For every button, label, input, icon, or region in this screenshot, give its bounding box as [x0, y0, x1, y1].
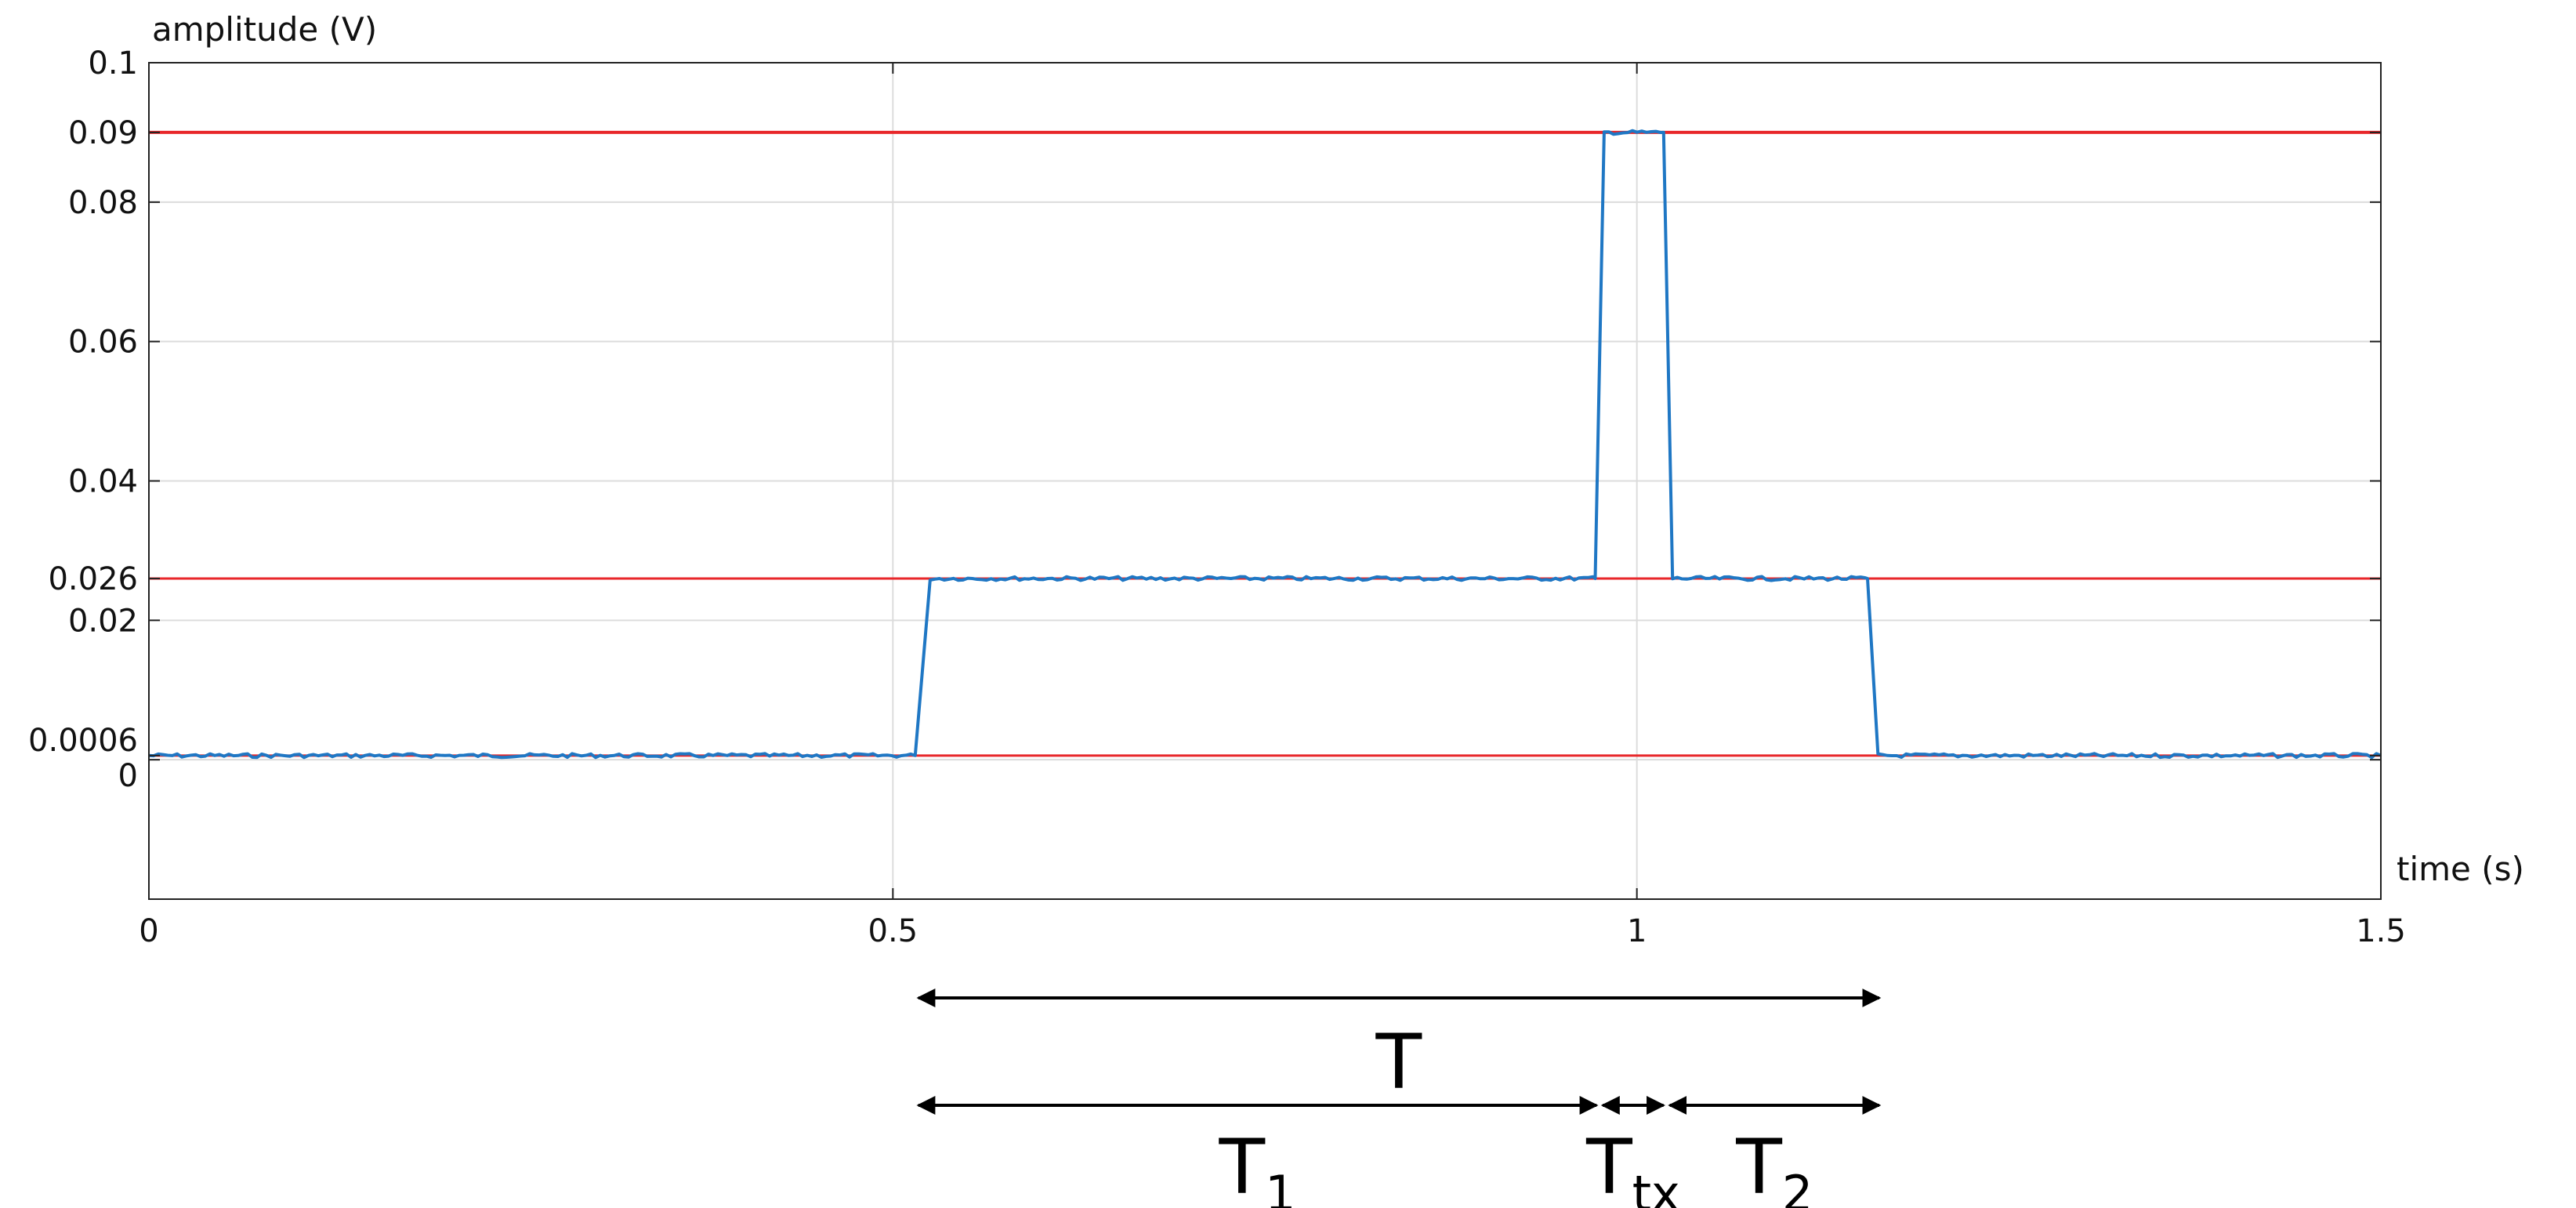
y-tick-label: 0.026 [48, 561, 138, 597]
interval-label: T1 [1218, 1123, 1295, 1208]
y-tick-label: 0.06 [68, 325, 138, 361]
ticks: 0 0.5 1 1.500.00060.020.0260.040.060.080.09… [28, 45, 2406, 949]
x-axis-title: time (s) [2397, 850, 2524, 888]
interval-label: T2 [1735, 1123, 1813, 1208]
grid [148, 62, 2382, 899]
y-tick-label: 0.02 [68, 603, 138, 639]
interval-annotations: T T1 Ttx T2 [916, 989, 1882, 1208]
interval-label: T [1375, 1018, 1422, 1106]
reference-lines [149, 130, 2381, 757]
x-tick-label: 0 [139, 913, 158, 949]
y-axis-title: amplitude (V) [152, 10, 377, 49]
y-tick-label: 0 [118, 758, 138, 794]
y-tick-label: 0.08 [68, 185, 138, 221]
x-tick-label: 0.5 [868, 913, 918, 949]
x-tick-label: 1 [1627, 913, 1647, 949]
y-tick-label: 0.04 [68, 464, 138, 500]
y-tick-label: 0.09 [68, 115, 138, 151]
signal-line [148, 129, 2382, 760]
interval-label: Ttx [1585, 1123, 1680, 1208]
series [148, 129, 2382, 760]
y-tick-label: 0.0006 [28, 723, 138, 759]
y-tick-label: 0.1 [88, 45, 138, 82]
x-tick-label: 1.5 [2356, 913, 2406, 949]
